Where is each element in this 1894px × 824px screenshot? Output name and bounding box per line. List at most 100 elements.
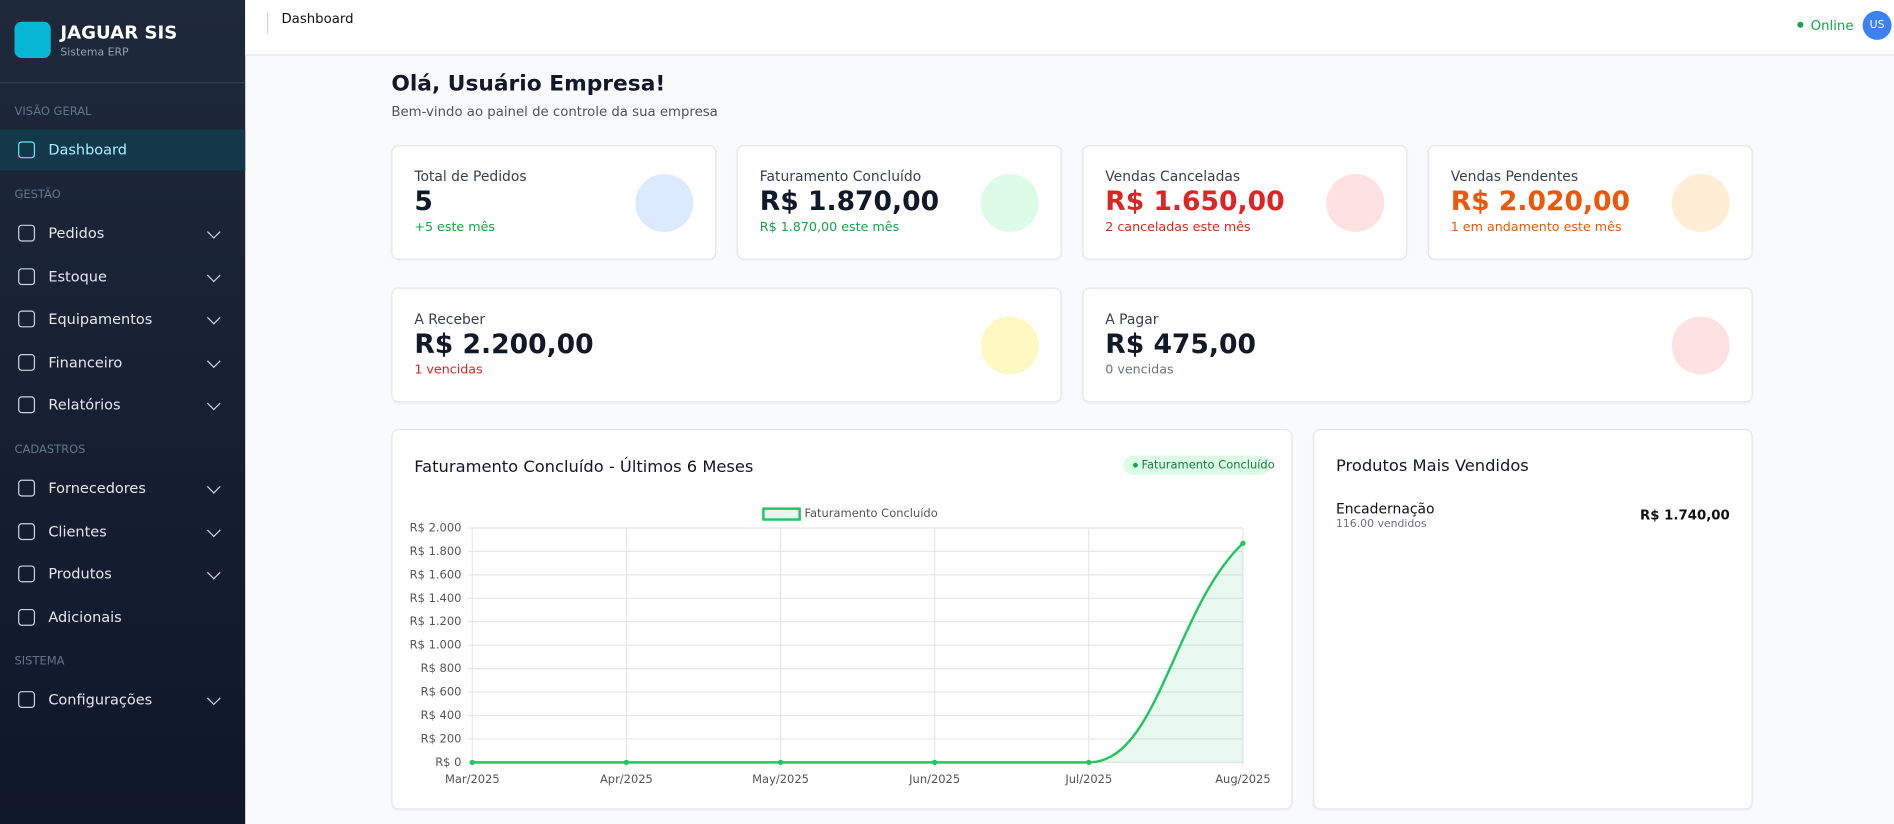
chevron [206,523,221,537]
y-tick-label: R$ 800 [421,661,462,675]
x-tick-label: Apr/2025 [600,772,653,786]
nav-icon [18,522,36,540]
card-icon [1326,173,1385,232]
nav-item[interactable]: Produtos [0,554,245,595]
chevron [206,480,221,494]
point [777,759,784,766]
nav-item[interactable]: Financeiro [0,342,245,383]
nav-item[interactable]: Estoque [0,256,245,297]
chart-panel: Faturamento Concluído - Últimos 6 Meses … [391,428,1293,810]
y-tick-label: R$ 400 [421,708,462,722]
y-tick-label: R$ 1.600 [410,567,462,581]
nav-icon [18,396,36,414]
product-name: Encadernação [1335,500,1435,518]
x-tick-label: Mar/2025 [445,772,500,786]
divider [0,82,246,84]
nav-label: Dashboard [48,141,127,159]
chevron [206,268,221,282]
card-note: 2 canceladas este mês [1105,219,1251,235]
nav-item[interactable]: Clientes [0,511,245,552]
nav-label: Pedidos [48,224,105,242]
nav-icon [18,310,36,328]
point [1240,540,1246,546]
nav-label: Configurações [48,691,153,709]
nav-icon [18,353,36,371]
point [469,759,475,766]
top-products-title: Produtos Mais Vendidos [1335,456,1529,477]
x-tick-label: Jun/2025 [908,772,960,786]
nav-label: Estoque [48,267,107,285]
product-qty: 116.00 vendidos [1335,518,1427,531]
nav-item[interactable]: Dashboard [0,129,246,171]
card-value: 5 [414,187,433,218]
nav-item[interactable]: Fornecedores [0,468,245,509]
nav-section: CADASTROS [14,443,86,457]
product-total: R$ 1.740,00 [1640,507,1730,524]
card-value: R$ 1.870,00 [759,187,940,218]
greeting-subtitle: Bem-vindo ao painel de controle da sua e… [391,103,718,120]
y-tick-label: R$ 2.000 [410,520,462,534]
nav-label: Relatórios [48,396,121,414]
chevron [206,354,221,368]
brand-subtitle: Sistema ERP [60,47,129,60]
stat-card: Total de Pedidos 5 +5 este mês [391,144,717,260]
card-note: +5 este mês [414,219,496,235]
line [472,542,1244,764]
chart-title: Faturamento Concluído - Últimos 6 Meses [414,457,753,476]
nav-icon [18,608,36,626]
nav-item[interactable]: Relatórios [0,385,245,426]
nav-item[interactable]: Adicionais [0,597,245,638]
chevron [206,566,221,580]
nav-icon [18,565,36,583]
card-label: Vendas Canceladas [1105,167,1241,185]
card-icon [1671,316,1730,375]
nav-section: SISTEMA [14,655,65,669]
y-tick-label: R$ 1.400 [410,591,462,605]
card-value: R$ 2.200,00 [414,329,594,361]
nav-section: VISÃO GERAL [14,105,92,119]
card-label: Total de Pedidos [414,167,527,185]
card-icon [980,316,1039,375]
breadcrumb: Dashboard [281,10,354,27]
card-label: A Receber [414,310,486,328]
y-tick-label: R$ 200 [421,731,462,745]
nav-icon [18,141,36,159]
y-tick-label: R$ 600 [421,685,462,699]
chart: Faturamento Concluído - Últimos 6 Meses … [410,455,1275,786]
y-tick-label: R$ 0 [435,755,461,769]
nav-item[interactable]: Configurações [0,679,245,720]
card-note: R$ 1.870,00 este mês [759,219,900,235]
stat-card: Faturamento Concluído R$ 1.870,00 R$ 1.870… [736,144,1062,260]
badge-text: Faturamento Concluído [1141,458,1274,472]
card-value: R$ 475,00 [1105,329,1256,361]
nav-label: Fornecedores [48,479,146,497]
y-tick-label: R$ 1.800 [410,544,462,558]
x-tick-label: May/2025 [752,772,809,786]
stat-card: A Pagar R$ 475,00 0 vencidas [1082,287,1753,403]
point [932,759,938,766]
y-tick-label: R$ 1.200 [410,614,462,628]
chevron [206,311,221,325]
greeting-title: Olá, Usuário Empresa! [391,71,666,97]
card-note: 1 em andamento este mês [1450,219,1622,235]
legend-swatch [762,507,801,521]
stat-card: A Receber R$ 2.200,00 1 vencidas [391,287,1062,403]
card-label: Vendas Pendentes [1450,167,1579,185]
nav-item[interactable]: Equipamentos [0,299,245,340]
chevron [206,691,221,706]
card-icon [1671,173,1730,232]
nav-label: Produtos [48,565,112,583]
card-note: 1 vencidas [414,362,483,377]
nav-label: Equipamentos [48,310,153,328]
line-area [472,543,1243,763]
chevron [206,397,221,411]
top-products: Produtos Mais Vendidos Encadernação 116.… [1312,428,1753,810]
avatar[interactable]: US [1862,10,1892,40]
brand-name: JAGUAR SIS [60,21,178,44]
y-tick-label: R$ 1.000 [410,638,462,652]
nav-item[interactable]: Pedidos [0,213,245,254]
status: Online [1810,18,1854,34]
chevron [206,225,221,239]
